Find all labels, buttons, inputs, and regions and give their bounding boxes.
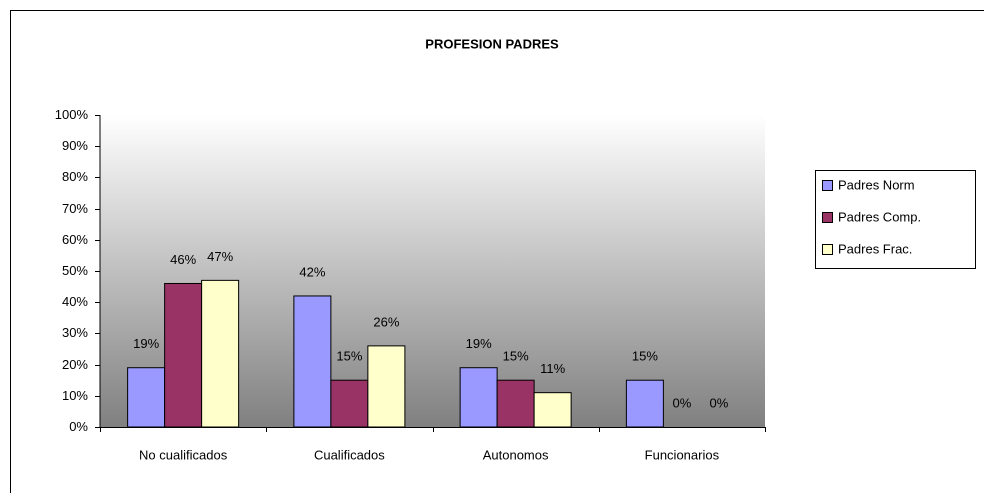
legend-swatch (823, 181, 833, 191)
y-tick-label: 60% (62, 232, 88, 247)
data-label: 11% (540, 361, 565, 376)
data-label: 15% (632, 349, 658, 364)
y-tick-label: 20% (62, 357, 88, 372)
x-tick-label: Funcionarios (645, 447, 720, 462)
chart-title: PROFESION PADRES (425, 36, 559, 51)
bar (368, 346, 405, 427)
bar (202, 280, 239, 427)
legend-label: Padres Frac. (838, 241, 912, 256)
data-label: 42% (299, 264, 325, 279)
bar (165, 283, 202, 427)
bar (626, 380, 663, 427)
bar (497, 380, 534, 427)
data-label: 46% (170, 252, 196, 267)
y-tick-label: 80% (62, 169, 88, 184)
bar (534, 393, 571, 427)
y-tick-label: 70% (62, 201, 88, 216)
data-label: 15% (336, 349, 362, 364)
bar (128, 368, 165, 427)
legend-label: Padres Norm (838, 177, 915, 192)
data-label: 26% (373, 314, 399, 329)
data-label: 0% (672, 395, 691, 410)
y-tick-label: 90% (62, 138, 88, 153)
y-tick-label: 50% (62, 263, 88, 278)
legend-swatch (823, 245, 833, 255)
legend-label: Padres Comp. (838, 209, 921, 224)
x-tick-label: Autonomos (483, 447, 549, 462)
y-tick-label: 10% (62, 388, 88, 403)
data-label: 19% (466, 336, 492, 351)
data-label: 15% (503, 349, 529, 364)
y-tick-label: 0% (69, 419, 88, 434)
bar (331, 380, 368, 427)
bar (294, 296, 331, 427)
data-label: 19% (133, 336, 159, 351)
y-tick-label: 40% (62, 294, 88, 309)
x-tick-label: No cualificados (139, 447, 228, 462)
bar (460, 368, 497, 427)
data-label: 0% (709, 395, 728, 410)
legend-swatch (823, 213, 833, 223)
data-label: 47% (207, 249, 233, 264)
x-tick-label: Cualificados (314, 447, 385, 462)
y-tick-label: 30% (62, 325, 88, 340)
y-tick-label: 100% (55, 107, 89, 122)
